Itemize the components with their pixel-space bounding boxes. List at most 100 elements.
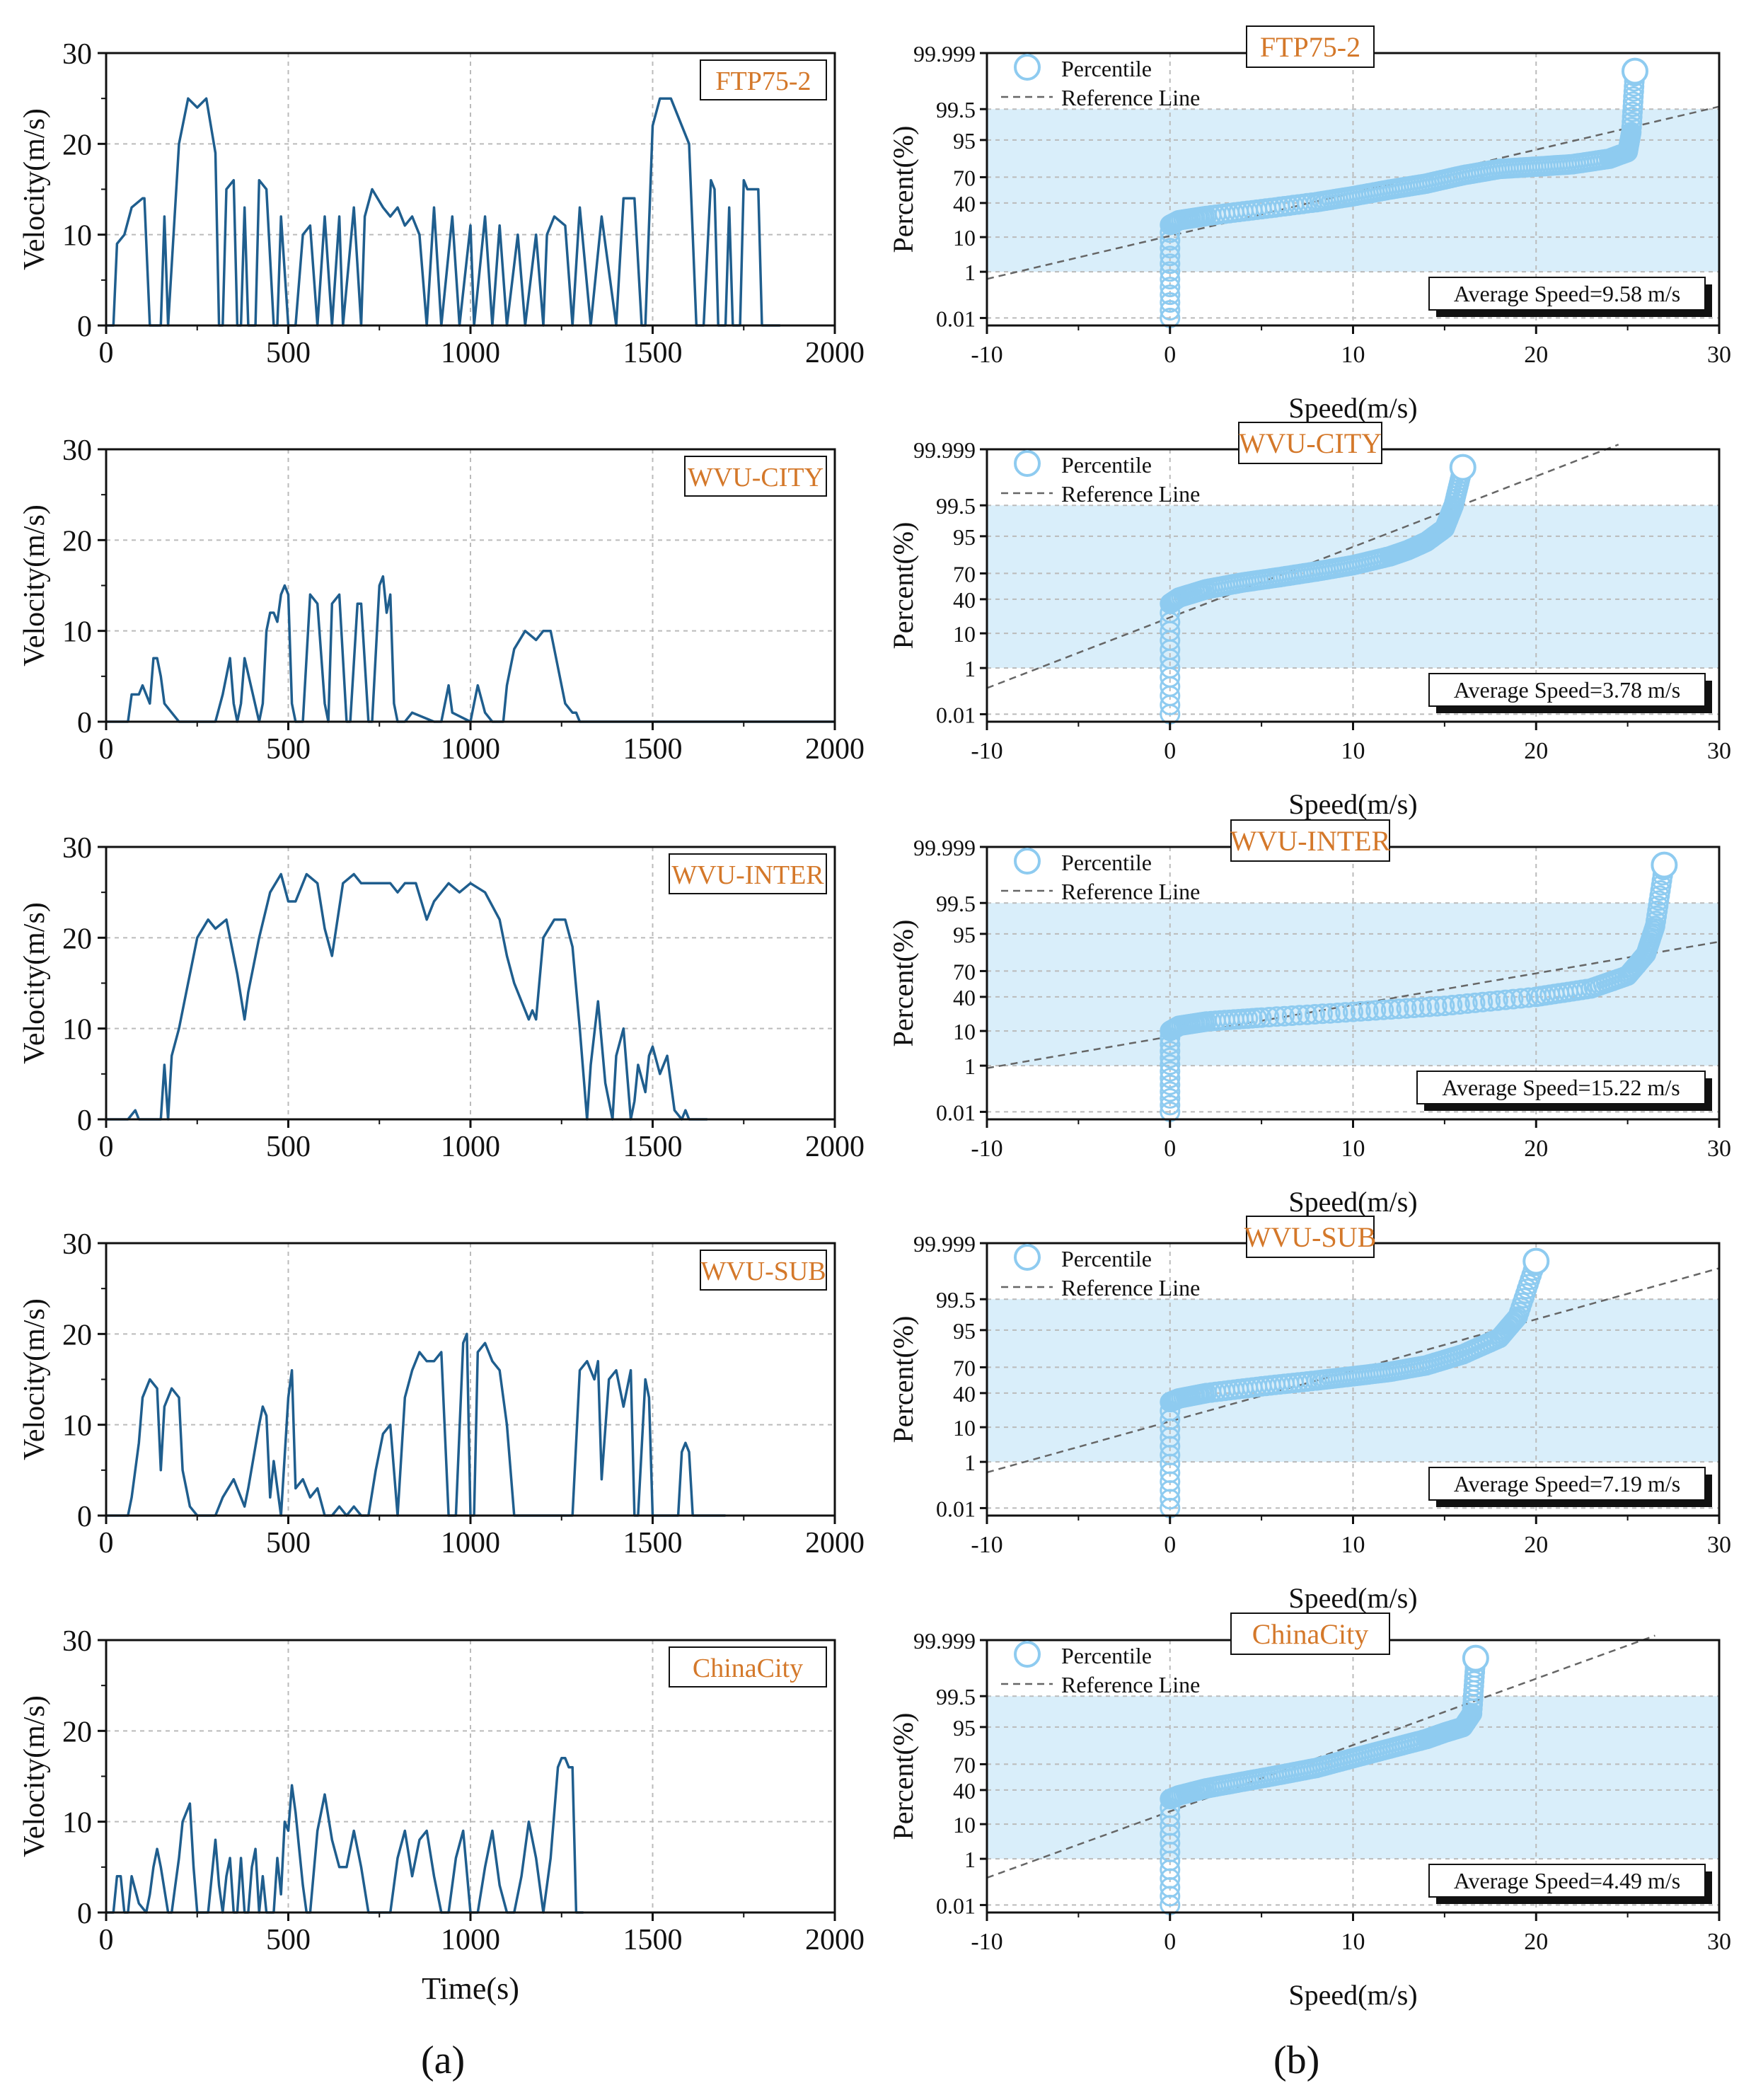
stat-box xyxy=(1428,277,1706,311)
percentile-marker xyxy=(1495,989,1516,1010)
x-tick-label: 1500 xyxy=(623,1924,683,1956)
percentile-marker xyxy=(1622,106,1643,127)
y-tick-label: 0 xyxy=(77,1104,92,1137)
legend-percentile-marker xyxy=(1014,1244,1041,1271)
percentile-marker xyxy=(1350,1000,1371,1022)
x-tick-label: 0 xyxy=(99,733,114,766)
percentile-marker xyxy=(1160,1068,1181,1089)
cycle-tag-box xyxy=(1230,819,1390,862)
x-tick-label: 30 xyxy=(1707,738,1731,764)
x-tick-label: 1500 xyxy=(623,337,683,369)
velocity-series-line xyxy=(106,575,835,723)
x-tick-label: 0 xyxy=(1164,1929,1176,1955)
y-tick-label: 99.5 xyxy=(936,493,976,519)
y-tick-label: 1 xyxy=(964,260,976,285)
y-tick-label: 20 xyxy=(62,923,92,955)
legend-percentile-marker xyxy=(1014,450,1041,477)
percentile-marker xyxy=(1501,1313,1522,1334)
panel-b-label: (b) xyxy=(1273,2038,1320,2082)
stat-box xyxy=(1416,1071,1706,1104)
x-tick-label: 500 xyxy=(266,1131,311,1163)
velocity-chart-3: 0 500 1000 1500 2000 0 10 20 30 Velocity(m/s) WVU-… xyxy=(18,832,865,1163)
x-tick-label: -10 xyxy=(971,738,1002,764)
reference-line xyxy=(986,940,1720,1069)
x-axis-label: Speed(m/s) xyxy=(1288,1186,1417,1218)
average-speed-label: Average Speed=15.22 m/s xyxy=(1442,1075,1680,1100)
x-tick-label: 1500 xyxy=(623,1527,683,1559)
x-tick-label: 10 xyxy=(1341,1532,1365,1558)
percentile-marker xyxy=(1160,284,1181,306)
legend-percentile-label: Percentile xyxy=(1061,56,1152,81)
x-axis-label: Time(s) xyxy=(422,1971,519,2006)
percentile-marker xyxy=(1259,1007,1280,1027)
cycle-tag-box xyxy=(1230,1612,1390,1655)
y-tick-label: 0 xyxy=(77,1898,92,1930)
percentile-marker xyxy=(1380,999,1402,1020)
x-tick-label: 500 xyxy=(266,1527,311,1559)
percentile-marker xyxy=(1426,996,1447,1017)
y-tick-label: 95 xyxy=(953,1715,976,1741)
stat-box xyxy=(1428,673,1706,707)
legend-percentile-marker xyxy=(1014,1641,1041,1668)
velocity-chart-5: 0 500 1000 1500 2000 0 10 20 30 Velocity(m/s) Chin… xyxy=(18,1625,865,2006)
x-tick-label: 20 xyxy=(1524,1929,1548,1955)
legend-reference-label: Reference Line xyxy=(1061,85,1200,110)
x-tick-label: 30 xyxy=(1707,1136,1731,1162)
percentile-marker xyxy=(1160,277,1181,298)
y-tick-label: 20 xyxy=(62,1319,92,1351)
y-tick-label: 0 xyxy=(77,707,92,739)
y-tick-label: 99.999 xyxy=(913,41,976,67)
x-tick-label: 2000 xyxy=(805,1131,865,1163)
x-tick-label: 20 xyxy=(1524,738,1548,764)
y-axis-label: Velocity(m/s) xyxy=(18,1695,51,1857)
percentile-marker xyxy=(1160,1095,1181,1116)
y-axis-label: Velocity(m/s) xyxy=(18,108,51,270)
cycle-tag-label: WVU-SUB xyxy=(700,1257,826,1286)
y-tick-label: 99.999 xyxy=(913,1231,976,1257)
x-tick-label: 10 xyxy=(1341,738,1365,764)
y-tick-label: 10 xyxy=(953,621,976,647)
percentile-marker xyxy=(1160,1041,1181,1062)
x-tick-label: 1000 xyxy=(441,1131,500,1163)
y-tick-label: 70 xyxy=(953,959,976,984)
y-tick-label: 40 xyxy=(953,191,976,217)
percentile-marker xyxy=(1160,253,1181,275)
cycle-tag-box xyxy=(1246,1216,1375,1258)
legend-reference-label: Reference Line xyxy=(1061,879,1200,904)
y-tick-label: 1 xyxy=(964,1847,976,1872)
legend-percentile-label: Percentile xyxy=(1061,1643,1152,1668)
y-tick-label: 1 xyxy=(964,1054,976,1079)
y-tick-label: 20 xyxy=(62,129,92,161)
percentile-marker xyxy=(1289,1005,1310,1026)
velocity-chart-2: 0 500 1000 1500 2000 0 10 20 30 Velocity(m/s) WVU-… xyxy=(18,434,865,766)
cycle-tag-box xyxy=(684,456,827,497)
y-tick-label: 0.01 xyxy=(936,1496,976,1521)
percentile-marker xyxy=(1251,1007,1272,1028)
percentile-marker xyxy=(1404,998,1425,1018)
y-axis-label: Velocity(m/s) xyxy=(18,1298,51,1460)
x-tick-label: 20 xyxy=(1524,342,1548,368)
percentile-marker xyxy=(1442,995,1463,1015)
cycle-tag-label: ChinaCity xyxy=(693,1654,803,1683)
legend-reference-label: Reference Line xyxy=(1061,1672,1200,1697)
percentile-marker xyxy=(1457,993,1478,1014)
x-tick-label: 2000 xyxy=(805,733,865,766)
y-axis-label: Velocity(m/s) xyxy=(18,504,51,667)
y-tick-label: 30 xyxy=(62,1625,92,1658)
x-tick-label: 500 xyxy=(266,733,311,766)
x-tick-label: 1000 xyxy=(441,337,500,369)
panel-a-label: (a) xyxy=(421,2038,466,2082)
x-tick-label: 10 xyxy=(1341,342,1365,368)
y-tick-label: 99.999 xyxy=(913,437,976,463)
x-tick-label: 0 xyxy=(99,337,114,369)
percentile-marker xyxy=(1160,1054,1181,1075)
x-tick-label: 500 xyxy=(266,337,311,369)
percentile-marker xyxy=(1518,987,1539,1008)
y-tick-label: 95 xyxy=(953,1318,976,1344)
x-tick-label: -10 xyxy=(971,342,1002,368)
cycle-tag-box xyxy=(1238,422,1382,464)
percentile-marker xyxy=(1411,997,1432,1018)
